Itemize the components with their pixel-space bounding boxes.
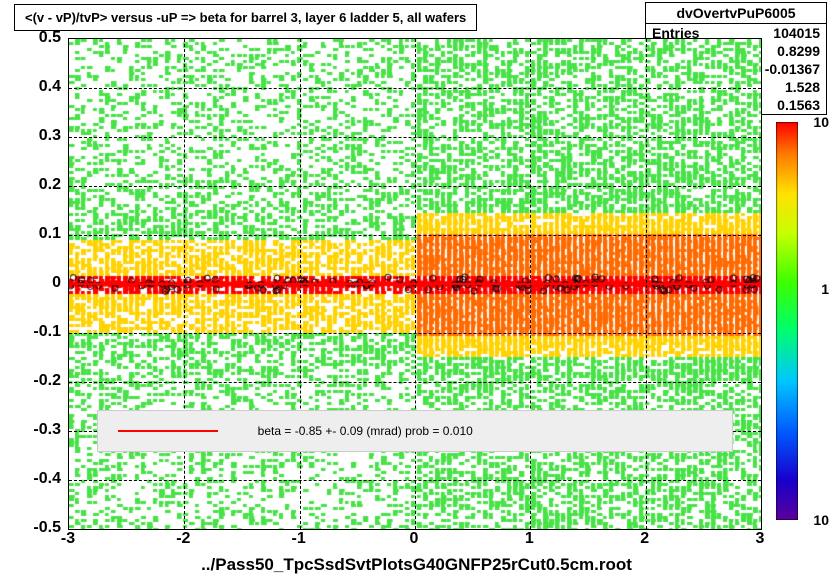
chart-title: <(v - vP)/tvP> versus -uP => beta for ba… bbox=[14, 4, 477, 31]
x-axis-label: ../Pass50_TpcSsdSvtPlotsG40GNFP25rCut0.5… bbox=[0, 555, 833, 575]
y-tick-label: 0 bbox=[11, 274, 61, 292]
stats-rmsy-value: 0.1563 bbox=[777, 97, 820, 113]
legend-text: beta = -0.85 +- 0.09 (mrad) prob = 0.010 bbox=[258, 424, 473, 438]
x-tick-label: 1 bbox=[525, 530, 534, 548]
y-tick-label: -0.4 bbox=[11, 470, 61, 488]
chart-container: <(v - vP)/tvP> versus -uP => beta for ba… bbox=[0, 0, 833, 579]
fit-line bbox=[69, 283, 761, 285]
colorbar-tick-label: 1 bbox=[821, 281, 829, 297]
stats-rmsx-value: 1.528 bbox=[785, 79, 820, 95]
x-tick-label: 3 bbox=[756, 530, 765, 548]
plot-area: beta = -0.85 +- 0.09 (mrad) prob = 0.010 bbox=[68, 38, 762, 530]
x-tick-label: -3 bbox=[61, 530, 75, 548]
stats-name: dvOvertvPuP6005 bbox=[646, 3, 826, 24]
y-tick-label: 0.2 bbox=[11, 176, 61, 194]
legend-box: beta = -0.85 +- 0.09 (mrad) prob = 0.010 bbox=[97, 410, 734, 452]
x-tick-label: 2 bbox=[640, 530, 649, 548]
y-tick-label: 0.1 bbox=[11, 225, 61, 243]
legend-line-sample bbox=[118, 430, 218, 432]
stats-meanx-value: 0.8299 bbox=[777, 43, 820, 59]
colorbar bbox=[776, 122, 798, 520]
x-tick-label: -1 bbox=[292, 530, 306, 548]
x-tick-label: -2 bbox=[176, 530, 190, 548]
colorbar-tick-label: 10 bbox=[813, 512, 829, 528]
stats-meany-value: -0.01367 bbox=[765, 61, 820, 77]
y-tick-label: 0.5 bbox=[11, 29, 61, 47]
y-tick-label: 0.4 bbox=[11, 78, 61, 96]
y-tick-label: -0.5 bbox=[11, 519, 61, 537]
y-tick-label: -0.3 bbox=[11, 421, 61, 439]
y-tick-label: -0.1 bbox=[11, 323, 61, 341]
stats-entries-value: 104015 bbox=[773, 25, 820, 41]
colorbar-tick-label: 10 bbox=[813, 114, 829, 130]
y-tick-label: -0.2 bbox=[11, 372, 61, 390]
x-tick-label: 0 bbox=[410, 530, 419, 548]
y-tick-label: 0.3 bbox=[11, 127, 61, 145]
